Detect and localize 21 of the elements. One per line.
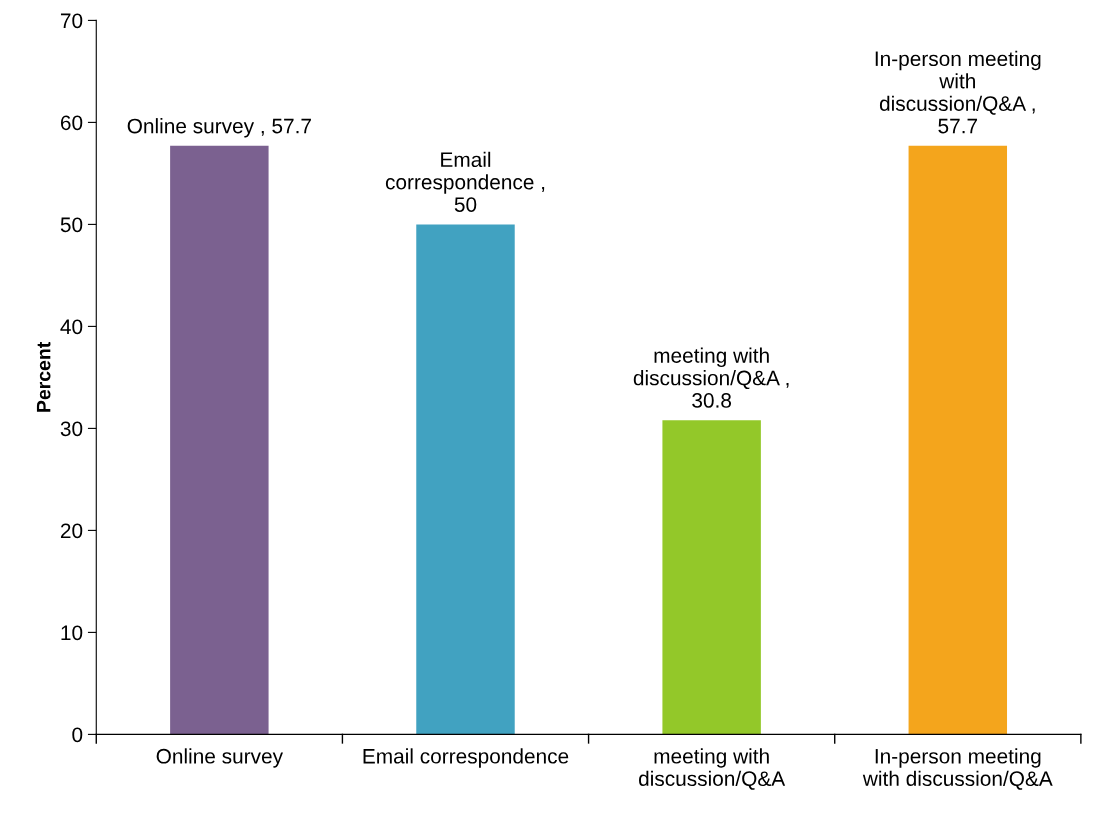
bar [416,224,515,735]
bar [170,145,269,735]
x-tick-label: meeting with discussion/Q&A [639,748,786,790]
y-tick-label: 20 [60,523,83,539]
y-tick-label: 10 [61,625,83,641]
data-label: In-person meeting with discussion/Q&A , 57.7 [875,50,1041,134]
data-label: Email correspondence , 50 [385,151,545,212]
data-label: meeting with discussion/Q&A , 30.8 [633,347,789,408]
y-tick-label: 0 [72,727,83,743]
y-tick-label: 30 [60,421,83,437]
y-tick-label: 70 [60,13,83,29]
y-tick-label: 40 [60,319,83,335]
y-tick-label: 60 [60,115,83,131]
bar [908,145,1008,735]
x-tick-label: Email correspondence [363,748,569,768]
x-tick-label: In-person meeting with discussion/Q&A [862,748,1053,790]
bar [662,420,761,735]
x-tick-label: Online survey [156,748,283,768]
y-tick-label: 50 [60,217,83,233]
y-axis-title: Percent [36,341,51,412]
data-label: Online survey , 57.7 [127,118,311,138]
